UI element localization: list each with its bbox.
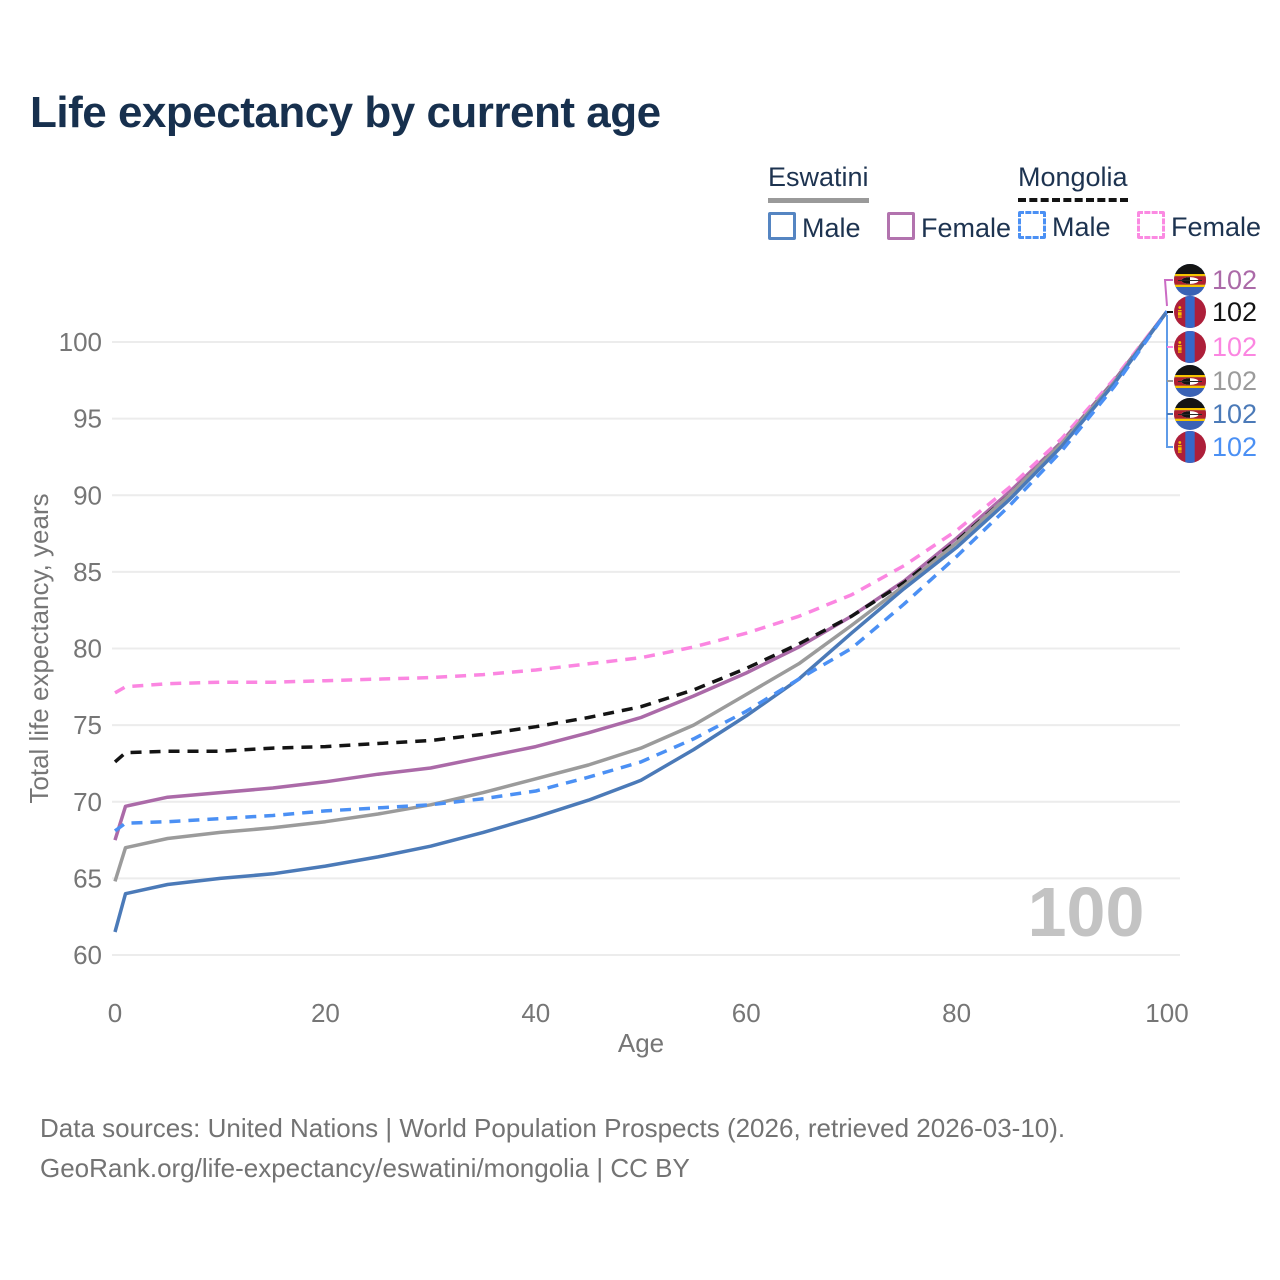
legend-item-label: Male	[802, 213, 861, 243]
x-tick-label: 0	[108, 998, 122, 1028]
legend-item-eswatini-female[interactable]: Female	[886, 212, 1012, 244]
x-tick-label: 60	[732, 998, 761, 1028]
x-axis-title: Age	[618, 1028, 664, 1058]
y-tick-label: 60	[73, 940, 102, 970]
mongolia-flag-icon	[1174, 331, 1206, 363]
end-value-label: 102	[1212, 431, 1258, 462]
y-axis-title: Total life expectancy, years	[24, 493, 54, 803]
legend-item-mongolia-female[interactable]: Female	[1136, 211, 1262, 243]
y-tick-label: 100	[59, 327, 102, 357]
legend-group-eswatini: Eswatini Male Female	[768, 162, 1033, 244]
end-label-eswatini-male: 102	[1174, 398, 1257, 430]
y-tick-label: 85	[73, 557, 102, 587]
page-title: Life expectancy by current age	[30, 88, 661, 137]
eswatini-male-swatch-icon	[768, 212, 796, 240]
end-value-label: 102	[1212, 365, 1258, 396]
eswatini-flag-icon	[1174, 398, 1206, 430]
legend-country-eswatini: Eswatini	[768, 162, 869, 203]
end-label-eswatini-total: 102	[1174, 365, 1257, 397]
series-line-mongolia-male	[113, 310, 1169, 833]
end-value-label: 102	[1212, 296, 1258, 327]
end-label-mongolia-total: 102	[1174, 296, 1257, 328]
end-value-label: 102	[1212, 398, 1258, 429]
legend-group-mongolia: Mongolia Male Female	[1018, 162, 1280, 243]
y-tick-label: 70	[73, 787, 102, 817]
legend-item-label: Male	[1052, 212, 1111, 242]
legend-item-mongolia-male[interactable]: Male	[1018, 211, 1111, 243]
mongolia-flag-icon	[1174, 431, 1206, 463]
end-label-mongolia-female: 102	[1174, 331, 1257, 363]
current-age-watermark: 100	[1027, 873, 1145, 951]
data-sources-line: Data sources: United Nations | World Pop…	[40, 1113, 1066, 1143]
end-value-label: 102	[1212, 331, 1258, 362]
legend-country-mongolia: Mongolia	[1018, 162, 1128, 202]
series-line-mongolia-female	[114, 310, 1169, 695]
end-label-eswatini-female: 102	[1174, 264, 1257, 296]
x-tick-label: 40	[521, 998, 550, 1028]
series-line-eswatini-female	[113, 310, 1169, 841]
series-line-eswatini-male	[113, 310, 1169, 933]
line-chart-canvas: 60 65 70 75 80 85 90 95 100 0 20 40 60 80 100 Age Total …	[24, 310, 1189, 1058]
legend-item-eswatini-male[interactable]: Male	[768, 212, 861, 244]
x-tick-label: 20	[311, 998, 340, 1028]
eswatini-flag-icon	[1174, 264, 1206, 296]
end-label-mongolia-male: 102	[1174, 431, 1257, 463]
attribution-line: GeoRank.org/life-expectancy/eswatini/mon…	[40, 1153, 690, 1183]
series-line-mongolia-total	[113, 310, 1169, 764]
legend-item-label: Female	[920, 213, 1012, 243]
footer: Data sources: United Nations | World Pop…	[40, 1108, 1065, 1188]
y-tick-label: 90	[73, 480, 102, 510]
eswatini-female-swatch-icon	[886, 212, 915, 240]
end-value-label: 102	[1212, 264, 1258, 295]
y-tick-label: 75	[73, 710, 102, 740]
end-label-leader-lines	[1163, 279, 1173, 448]
x-tick-label: 80	[942, 998, 971, 1028]
legend-item-label: Female	[1170, 212, 1262, 242]
mongolia-female-swatch-icon	[1136, 211, 1165, 239]
x-tick-label: 100	[1145, 998, 1188, 1028]
y-tick-label: 95	[73, 404, 102, 434]
y-tick-label: 80	[73, 634, 102, 664]
series-line-eswatini-total	[113, 310, 1169, 882]
y-tick-label: 65	[73, 863, 102, 893]
eswatini-flag-icon	[1174, 365, 1206, 397]
mongolia-male-swatch-icon	[1018, 211, 1046, 239]
mongolia-flag-icon	[1174, 296, 1206, 328]
